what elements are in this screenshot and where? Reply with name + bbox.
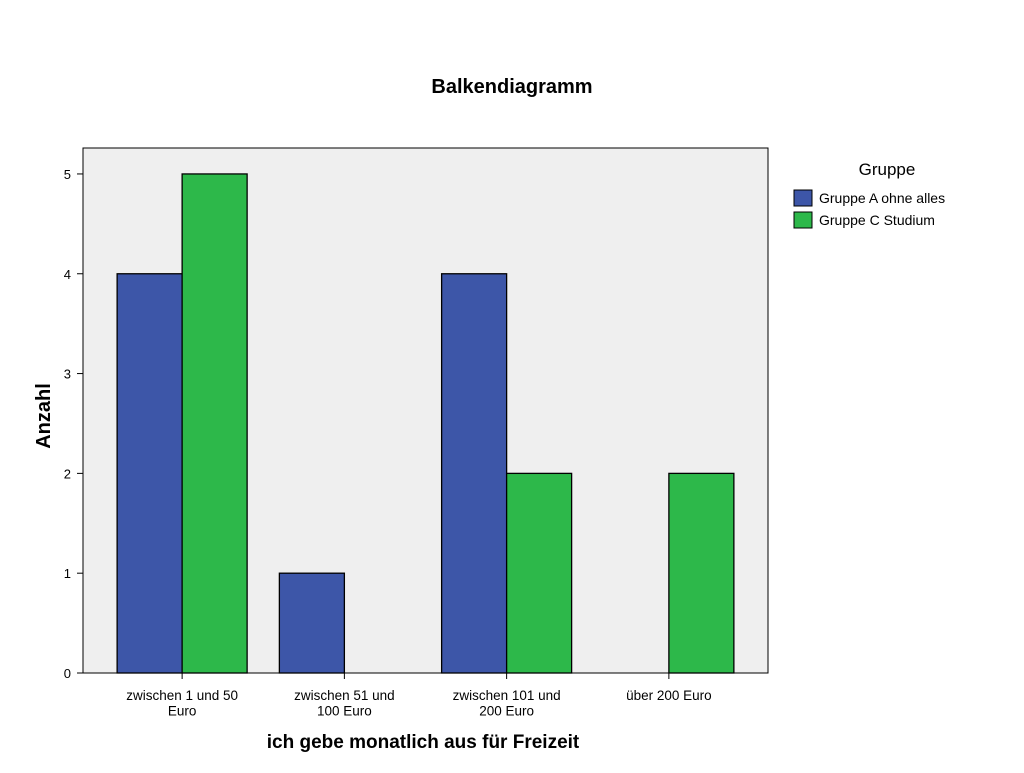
x-tick-label: zwischen 1 und 50 Euro xyxy=(126,688,238,719)
legend-swatch xyxy=(793,211,813,229)
legend-label: Gruppe A ohne alles xyxy=(819,190,945,206)
y-axis-title: Anzahl xyxy=(33,383,55,449)
bar xyxy=(181,173,248,674)
y-tick-label: 0 xyxy=(64,666,71,681)
bar xyxy=(116,273,183,674)
y-tick-label: 3 xyxy=(64,367,71,382)
bar xyxy=(440,273,508,674)
y-tick-label: 5 xyxy=(64,167,71,182)
x-tick-label: zwischen 51 und 100 Euro xyxy=(294,688,395,719)
y-tick-label: 1 xyxy=(64,566,71,581)
legend-label: Gruppe C Studium xyxy=(819,212,935,228)
x-tick-label: zwischen 101 und 200 Euro xyxy=(453,688,561,719)
x-axis-title: ich gebe monatlich aus für Freizeit xyxy=(267,732,580,753)
bar xyxy=(278,572,346,674)
legend-swatch xyxy=(793,189,813,207)
bar xyxy=(505,472,573,674)
bar xyxy=(668,472,735,674)
y-tick-label: 2 xyxy=(64,466,71,481)
y-tick-label: 4 xyxy=(64,267,71,282)
legend-title: Gruppe xyxy=(859,160,916,179)
x-tick-label: über 200 Euro xyxy=(626,688,712,703)
chart-title: Balkendiagramm xyxy=(431,76,592,98)
